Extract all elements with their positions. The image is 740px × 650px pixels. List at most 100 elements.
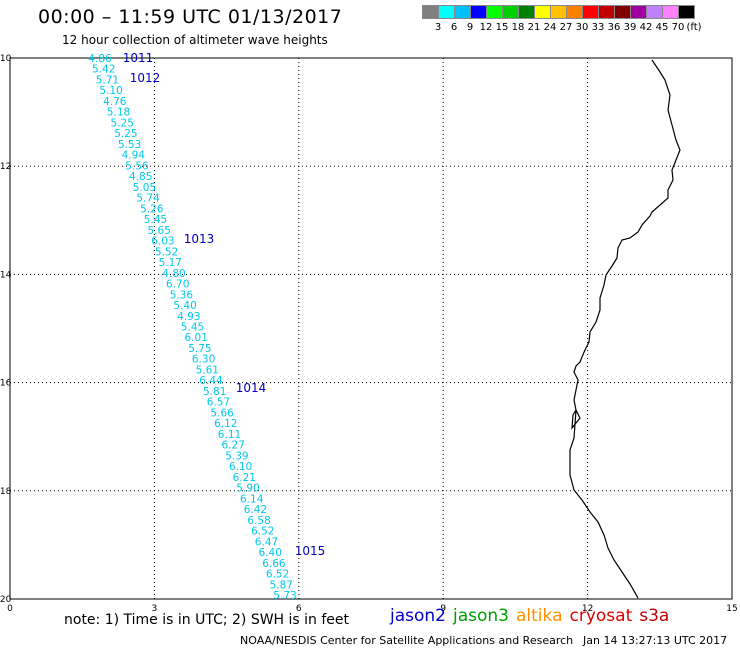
- swh-value: 4.80: [162, 268, 185, 280]
- legend-jason3: jason3: [453, 606, 509, 626]
- note-text: note: 1) Time is in UTC; 2) SWH is in fe…: [64, 612, 350, 628]
- colorbar-label: 3: [434, 22, 442, 33]
- swh-value: 6.11: [218, 429, 241, 441]
- swh-value: 4.76: [103, 96, 127, 108]
- swh-track: 4.865.425.715.104.765.185.255.255.534.94…: [88, 53, 296, 602]
- time-label: 1014: [236, 381, 267, 395]
- swh-value: 6.14: [240, 493, 264, 505]
- swh-value: 5.10: [99, 85, 122, 97]
- colorbar: [422, 5, 695, 19]
- swh-value: 6.66: [262, 558, 286, 570]
- swh-value: 6.44: [199, 375, 223, 387]
- x-tick-label: 12: [582, 604, 593, 614]
- swh-value: 5.40: [173, 300, 196, 312]
- swh-value: 5.36: [170, 289, 194, 301]
- colorbar-label: 70: [671, 22, 685, 33]
- colorbar-label: 30: [575, 22, 589, 33]
- y-tick-label: -20: [0, 595, 12, 605]
- swh-value: 5.52: [155, 246, 178, 258]
- swh-value: 5.45: [181, 322, 204, 334]
- colorbar-label: (ft): [686, 22, 702, 33]
- map-subtitle: 12 hour collection of altimeter wave hei…: [62, 33, 328, 47]
- colorbar-swatch: [678, 5, 695, 19]
- swh-value: 6.27: [222, 440, 245, 452]
- swh-value: 5.73: [273, 590, 296, 602]
- y-tick-label: -18: [0, 487, 12, 497]
- x-tick-label: 9: [440, 604, 446, 614]
- time-label: 1011: [123, 51, 154, 65]
- x-tick-label: 0: [7, 604, 13, 614]
- x-tick-label: 3: [152, 604, 158, 614]
- swh-value: 5.87: [270, 579, 293, 591]
- swh-value: 5.61: [196, 364, 219, 376]
- map-title: 00:00 – 11:59 UTC 01/13/2017: [38, 6, 343, 28]
- map-grid: [10, 58, 732, 599]
- legend-jason2: jason2: [390, 606, 446, 626]
- colorbar-label: 15: [495, 22, 509, 33]
- time-marks: 1011 1012 1013 1014 1015: [123, 51, 326, 558]
- swh-value: 6.70: [166, 279, 189, 291]
- legend-s3a: s3a: [639, 606, 670, 626]
- time-label: 1013: [184, 232, 215, 246]
- colorbar-label: 45: [655, 22, 669, 33]
- swh-value: 6.10: [229, 461, 252, 473]
- swh-value: 6.40: [259, 547, 282, 559]
- colorbar-label: 42: [639, 22, 653, 33]
- map-frame: [9, 57, 733, 600]
- swh-value: 5.53: [118, 139, 141, 151]
- swh-value: 5.90: [236, 483, 259, 495]
- colorbar-labels: 3 6 9 12 15 18 21 24 27 30 33 36 39 42 45 70 (ft): [430, 22, 702, 33]
- colorbar-label: 39: [623, 22, 637, 33]
- swh-value: 5.25: [111, 117, 134, 129]
- swh-value: 5.81: [203, 386, 226, 398]
- swh-value: 5.39: [225, 450, 248, 462]
- swh-value: 5.74: [136, 193, 160, 205]
- y-tick-label: -12: [0, 162, 11, 172]
- colorbar-label: 36: [607, 22, 621, 33]
- swh-value: 5.66: [210, 407, 234, 419]
- swh-value: 5.45: [144, 214, 167, 226]
- swh-value: 5.65: [148, 225, 171, 237]
- time-label: 1012: [130, 71, 161, 85]
- swh-value: 6.52: [266, 569, 289, 581]
- swh-value: 5.05: [133, 182, 156, 194]
- colorbar-label: 9: [466, 22, 474, 33]
- swh-value: 6.47: [255, 536, 278, 548]
- colorbar-label: 6: [450, 22, 458, 33]
- swh-value: 6.01: [185, 332, 208, 344]
- colorbar-label: 27: [559, 22, 573, 33]
- time-label: 1015: [295, 544, 326, 558]
- colorbar-label: 21: [527, 22, 541, 33]
- y-tick-label: -10: [0, 54, 12, 64]
- x-tick-label: 15: [726, 604, 737, 614]
- x-tick-label: 6: [296, 604, 302, 614]
- swh-value: 6.52: [251, 526, 274, 538]
- colorbar-label: 18: [511, 22, 525, 33]
- swh-value: 4.93: [177, 311, 200, 323]
- swh-value: 6.03: [151, 236, 174, 248]
- swh-value: 6.30: [192, 354, 215, 366]
- coastline: [569, 59, 681, 599]
- swh-value: 5.56: [125, 160, 149, 172]
- credit-timestamp: Jan 14 13:27:13 UTC 2017: [583, 634, 728, 647]
- credit-text: NOAA/NESDIS Center for Satellite Applica…: [240, 634, 574, 647]
- colorbar-label: 24: [543, 22, 557, 33]
- axis-ticks: 0 3 6 9 12 15 -10 -12 -14 -16 -18 -20: [0, 54, 738, 614]
- legend-cryosat: cryosat: [569, 606, 633, 626]
- swh-value: 5.18: [107, 107, 130, 119]
- swh-value: 6.57: [207, 397, 230, 409]
- swh-value: 5.26: [140, 203, 164, 215]
- satellite-legend: jason2 jason3 altika cryosat s3a: [390, 606, 676, 626]
- swh-value: 5.75: [188, 343, 211, 355]
- swh-value: 6.58: [247, 515, 270, 527]
- swh-value: 6.21: [233, 472, 256, 484]
- colorbar-label: 33: [591, 22, 605, 33]
- swh-value: 6.12: [214, 418, 237, 430]
- y-tick-label: -16: [0, 379, 12, 389]
- swh-value: 5.71: [96, 74, 119, 86]
- legend-altika: altika: [516, 606, 563, 626]
- colorbar-label: 12: [479, 22, 493, 33]
- y-tick-label: -14: [0, 270, 12, 280]
- swh-value: 6.42: [244, 504, 267, 516]
